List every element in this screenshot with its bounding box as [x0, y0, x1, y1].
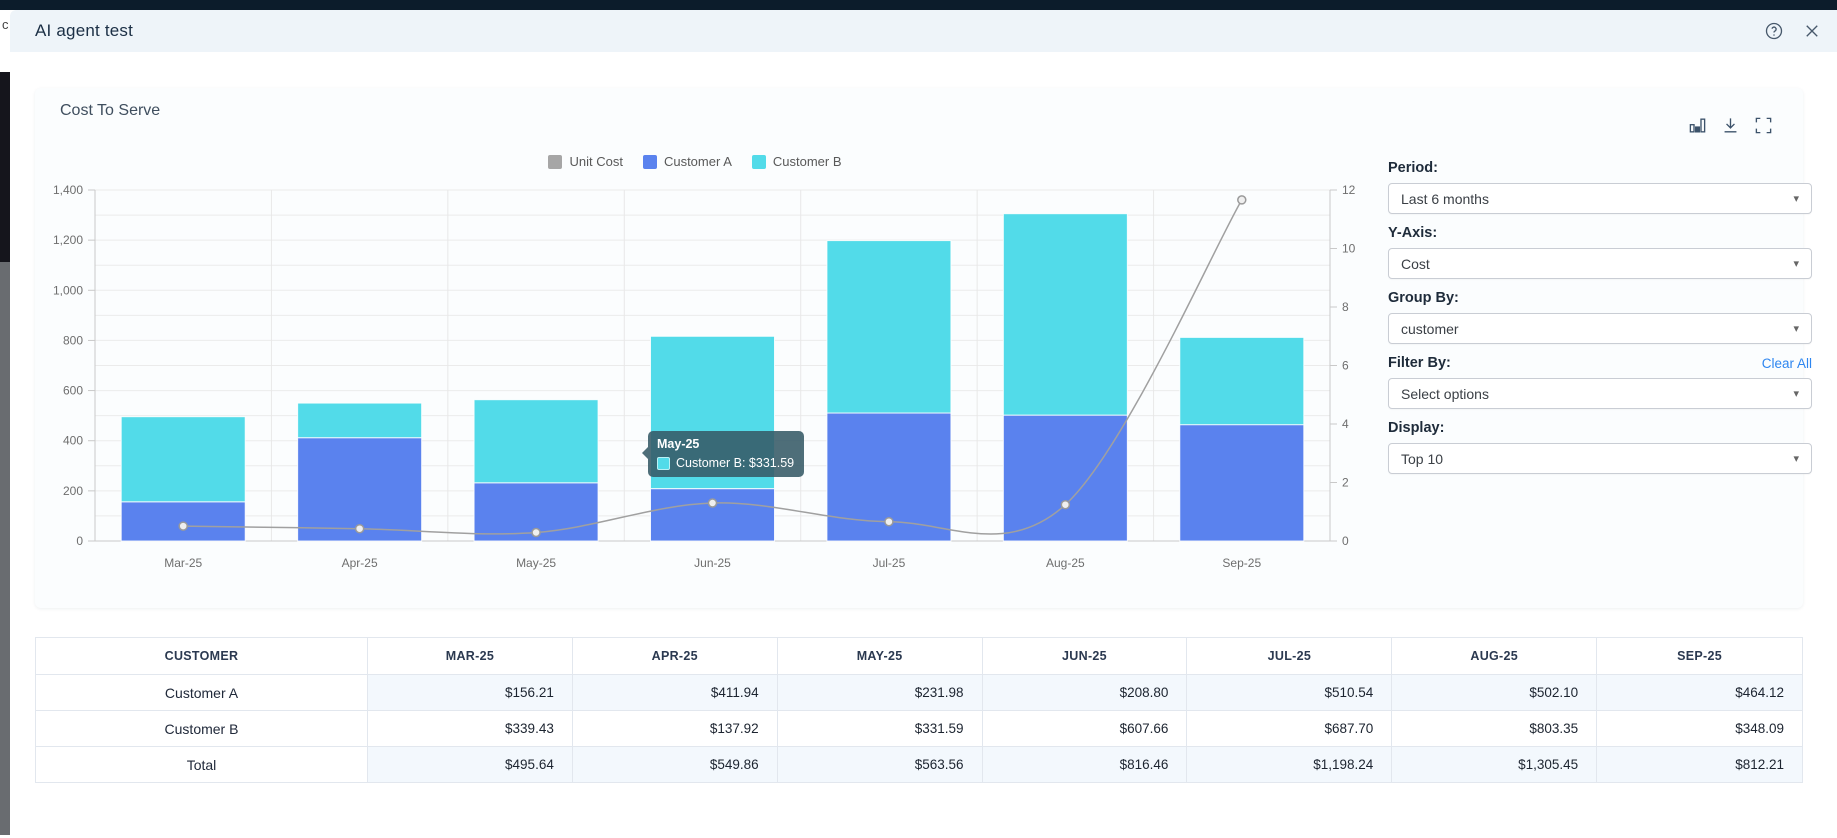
download-icon[interactable] [1721, 116, 1740, 135]
table-cell: $803.35 [1392, 711, 1597, 747]
table-cell: $549.86 [573, 747, 778, 783]
chart-area[interactable]: 0 200 400 600 800 1,000 1,200 1,400 0 2 4 6 8 10 12 Mar… [35, 143, 1380, 583]
group-by-select[interactable]: customer ▾ [1388, 313, 1812, 344]
chart-svg[interactable]: 0 200 400 600 800 1,000 1,200 1,400 0 2 4 6 8 10 12 Mar… [35, 143, 1380, 583]
table-cell: $510.54 [1187, 675, 1392, 711]
table-cell: $331.59 [778, 711, 983, 747]
table-row-label: Total [36, 747, 368, 783]
close-icon[interactable] [1801, 20, 1823, 42]
filter-by-select[interactable]: Select options ▾ [1388, 378, 1812, 409]
ai-agent-test-modal: AI agent test Cost To Serve [10, 10, 1837, 838]
table-header-cell: JUN-25 [983, 638, 1188, 675]
table-header-cell: APR-25 [573, 638, 778, 675]
background-top-bar [0, 0, 1837, 10]
fullscreen-icon[interactable] [1754, 116, 1773, 135]
table-cell: $348.09 [1597, 711, 1802, 747]
chevron-down-icon: ▾ [1793, 257, 1799, 270]
table-cell: $1,305.45 [1392, 747, 1597, 783]
svg-text:200: 200 [63, 484, 83, 498]
table-cell: $411.94 [573, 675, 778, 711]
table-row-label: Customer B [36, 711, 368, 747]
svg-text:Aug-25: Aug-25 [1046, 556, 1085, 570]
svg-text:2: 2 [1342, 476, 1349, 490]
group-by-value: customer [1401, 321, 1459, 337]
background-page-fragment-dark [0, 72, 10, 262]
cost-table: CUSTOMERMAR-25APR-25MAY-25JUN-25JUL-25AU… [35, 637, 1803, 783]
chevron-down-icon: ▾ [1793, 452, 1799, 465]
filter-by-value: Select options [1401, 386, 1489, 402]
period-label: Period: [1388, 160, 1438, 176]
table-cell: $502.10 [1392, 675, 1597, 711]
svg-text:Jul-25: Jul-25 [873, 556, 906, 570]
y-axis-label: Y-Axis: [1388, 225, 1437, 241]
table-cell: $231.98 [778, 675, 983, 711]
modal-header: AI agent test [10, 10, 1837, 52]
table-header-cell: SEP-25 [1597, 638, 1802, 675]
svg-text:Sep-25: Sep-25 [1222, 556, 1261, 570]
svg-text:10: 10 [1342, 242, 1356, 256]
svg-text:400: 400 [63, 434, 83, 448]
clear-all-link[interactable]: Clear All [1762, 356, 1812, 371]
display-label: Display: [1388, 420, 1444, 436]
svg-text:May-25: May-25 [516, 556, 556, 570]
background-page-fragment-gray [0, 262, 10, 835]
table-row-label: Customer A [36, 675, 368, 711]
svg-text:6: 6 [1342, 359, 1349, 373]
svg-text:0: 0 [1342, 534, 1349, 548]
y-axis-select[interactable]: Cost ▾ [1388, 248, 1812, 279]
screen: c AI agent test [0, 0, 1837, 838]
table-header-cell: AUG-25 [1392, 638, 1597, 675]
table-cell: $339.43 [368, 711, 573, 747]
svg-text:800: 800 [63, 333, 83, 347]
svg-text:Jun-25: Jun-25 [694, 556, 731, 570]
y-axis-value: Cost [1401, 256, 1430, 272]
svg-text:1,400: 1,400 [53, 183, 83, 197]
table-header-cell: MAR-25 [368, 638, 573, 675]
chevron-down-icon: ▾ [1793, 387, 1799, 400]
chart-type-icon[interactable] [1688, 116, 1707, 135]
svg-text:4: 4 [1342, 417, 1349, 431]
svg-text:600: 600 [63, 384, 83, 398]
table-header-cell: JUL-25 [1187, 638, 1392, 675]
background-page-fragment: c [0, 10, 10, 72]
table-cell: $495.64 [368, 747, 573, 783]
group-by-label: Group By: [1388, 290, 1459, 306]
table-cell: $1,198.24 [1187, 747, 1392, 783]
svg-text:0: 0 [76, 534, 83, 548]
chart-controls-panel: Period: Last 6 months ▾ Y-Axis: Cost ▾ G… [1388, 160, 1812, 485]
svg-text:1,200: 1,200 [53, 233, 83, 247]
table-cell: $464.12 [1597, 675, 1802, 711]
chevron-down-icon: ▾ [1793, 322, 1799, 335]
svg-text:Apr-25: Apr-25 [342, 556, 378, 570]
period-select[interactable]: Last 6 months ▾ [1388, 183, 1812, 214]
table-cell: $137.92 [573, 711, 778, 747]
chevron-down-icon: ▾ [1793, 192, 1799, 205]
table-header-cell: MAY-25 [778, 638, 983, 675]
table-cell: $563.56 [778, 747, 983, 783]
svg-text:8: 8 [1342, 300, 1349, 314]
table-cell: $607.66 [983, 711, 1188, 747]
filter-by-label: Filter By: [1388, 355, 1451, 371]
svg-text:1,000: 1,000 [53, 283, 83, 297]
modal-title: AI agent test [35, 10, 133, 52]
svg-text:Mar-25: Mar-25 [164, 556, 202, 570]
period-value: Last 6 months [1401, 191, 1489, 207]
table-cell: $812.21 [1597, 747, 1802, 783]
table-cell: $816.46 [983, 747, 1188, 783]
table-cell: $156.21 [368, 675, 573, 711]
chart-toolbar [1688, 116, 1773, 135]
display-select[interactable]: Top 10 ▾ [1388, 443, 1812, 474]
display-value: Top 10 [1401, 451, 1443, 467]
chart-title: Cost To Serve [60, 102, 160, 120]
table-cell: $208.80 [983, 675, 1188, 711]
svg-text:12: 12 [1342, 183, 1356, 197]
help-icon[interactable] [1763, 20, 1785, 42]
table-header-cell: CUSTOMER [36, 638, 368, 675]
table-cell: $687.70 [1187, 711, 1392, 747]
